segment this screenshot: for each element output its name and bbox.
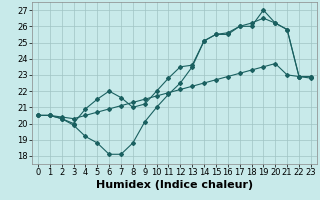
X-axis label: Humidex (Indice chaleur): Humidex (Indice chaleur) [96,180,253,190]
